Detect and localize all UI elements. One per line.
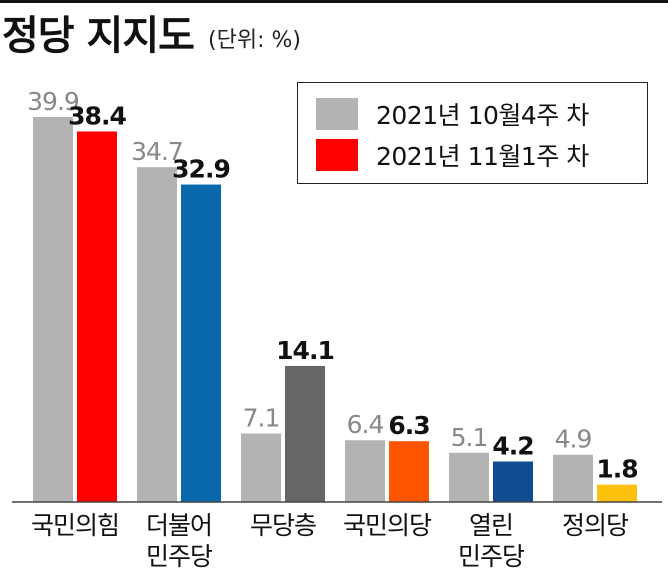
legend-label-current: 2021년 11월1주 차 (376, 142, 589, 171)
category-label-4: 열린 민주당 (457, 511, 525, 571)
bar-previous-0 (33, 117, 73, 502)
legend-label-previous: 2021년 10월4주 차 (376, 101, 589, 130)
legend-item-previous: 2021년 10월4주 차 (316, 98, 589, 130)
category-label-1: 더불어 민주당 (145, 511, 213, 571)
bar-current-0 (77, 131, 117, 502)
unit-label: (단위: %) (208, 28, 301, 53)
bar-current-1 (181, 184, 221, 502)
value-label-previous-2: 7.1 (243, 403, 280, 432)
value-label-current-2: 14.1 (276, 336, 334, 365)
legend-item-current: 2021년 11월1주 차 (316, 139, 589, 171)
bar-previous-4 (449, 452, 489, 502)
value-label-previous-1: 34.7 (131, 137, 183, 166)
bar-previous-3 (345, 440, 385, 502)
value-label-current-5: 1.8 (596, 455, 637, 484)
category-label-2: 무당층 (249, 511, 317, 540)
bar-previous-5 (553, 454, 593, 502)
top-rule (0, 0, 668, 3)
value-label-previous-4: 5.1 (451, 423, 488, 452)
category-label-5: 정의당 (561, 511, 629, 540)
value-label-current-0: 38.4 (68, 101, 126, 130)
chart-title: 정당 지지도 (2, 13, 195, 59)
bar-previous-2 (241, 433, 281, 502)
legend-swatch-previous (316, 98, 358, 130)
value-label-current-1: 32.9 (172, 155, 230, 184)
bar-previous-1 (137, 167, 177, 502)
category-label-3: 국민의당 (342, 511, 432, 540)
legend-swatch-current (316, 139, 358, 171)
value-label-previous-5: 4.9 (555, 425, 592, 454)
value-label-previous-0: 39.9 (27, 87, 79, 116)
category-label-0: 국민의힘 (30, 511, 120, 540)
bar-current-5 (597, 484, 637, 502)
value-label-current-4: 4.2 (492, 431, 533, 460)
bar-current-2 (285, 365, 325, 502)
bar-current-3 (389, 441, 429, 502)
value-label-current-3: 6.3 (388, 411, 429, 440)
legend: 2021년 10월4주 차 2021년 11월1주 차 (297, 82, 648, 184)
bar-current-4 (493, 461, 533, 502)
value-label-previous-3: 6.4 (347, 410, 384, 439)
